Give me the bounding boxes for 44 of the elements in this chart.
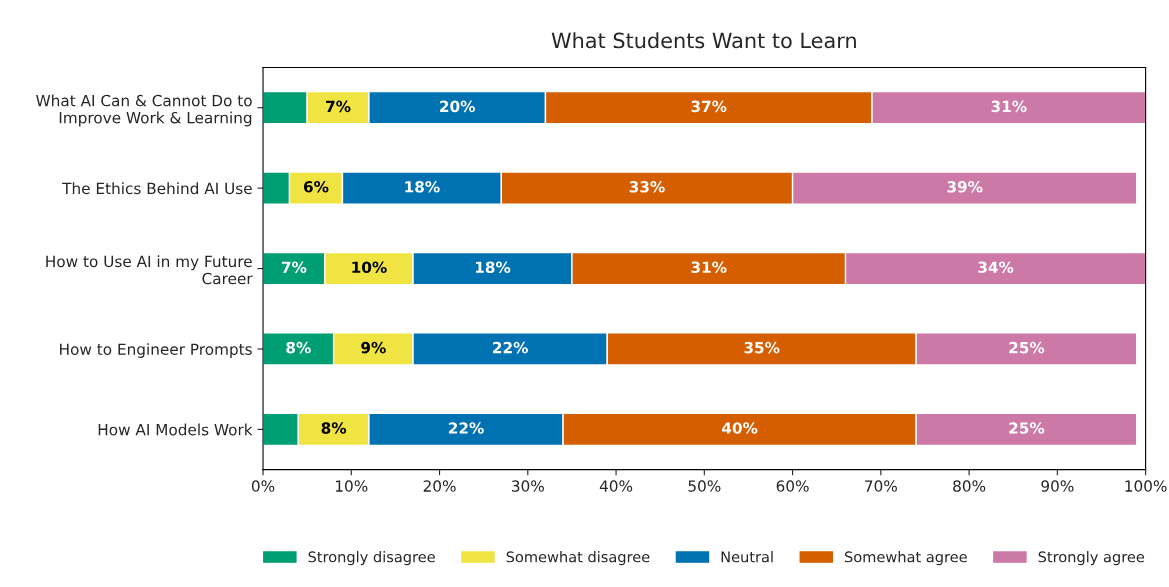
legend-label: Neutral (721, 551, 773, 563)
y-tick-label: The Ethics Behind AI Use (62, 182, 252, 195)
x-tick-label: 0% (251, 480, 275, 492)
data-label: 25% (1009, 341, 1045, 354)
data-label: 6% (303, 181, 329, 193)
data-label: 31% (991, 100, 1027, 113)
data-label: 18% (475, 261, 511, 273)
x-tick-label: 100% (1125, 480, 1167, 492)
x-tick-label: 50% (688, 480, 721, 492)
data-label: 31% (691, 261, 727, 273)
data-label: 18% (405, 181, 440, 193)
legend-label: Strongly agree (1038, 551, 1145, 566)
data-label: 7% (326, 100, 351, 113)
x-tick-label: 80% (953, 480, 986, 492)
data-label: 9% (361, 341, 386, 354)
chart-title: What Students Want to Learn (551, 32, 856, 49)
x-tick-label: 70% (865, 480, 897, 492)
data-label: 34% (978, 261, 1014, 273)
y-tick-label: What AI Can & Cannot Do to Improve Work & Learning (36, 94, 252, 127)
x-tick-label: 30% (511, 480, 544, 492)
y-tick-label: How AI Models Work (98, 423, 253, 436)
data-label: 10% (352, 261, 387, 273)
x-tick-label: 20% (423, 480, 456, 492)
data-label: 7% (281, 261, 307, 273)
x-tick-label: 40% (599, 480, 633, 492)
x-tick-label: 10% (335, 480, 368, 492)
data-label: 33% (629, 181, 665, 193)
legend-label: Somewhat agree (844, 551, 967, 566)
x-tick-label: 90% (1041, 480, 1074, 492)
data-label: 22% (493, 341, 528, 354)
y-tick-label: How to Use AI in my Future Career (46, 255, 253, 285)
data-label: 37% (691, 100, 727, 113)
data-label: 20% (440, 100, 475, 113)
legend-label: Somewhat disagree (506, 551, 650, 566)
data-label: 35% (744, 341, 780, 354)
data-label: 8% (286, 341, 311, 354)
data-label: 8% (321, 422, 347, 434)
data-label: 25% (1009, 422, 1045, 434)
y-tick-label: How to Engineer Prompts (60, 343, 252, 358)
data-label: 22% (448, 422, 484, 434)
legend-label: Strongly disagree (308, 551, 435, 566)
x-tick-label: 60% (776, 480, 809, 492)
data-label: 39% (947, 181, 983, 193)
data-label: 40% (722, 422, 758, 434)
